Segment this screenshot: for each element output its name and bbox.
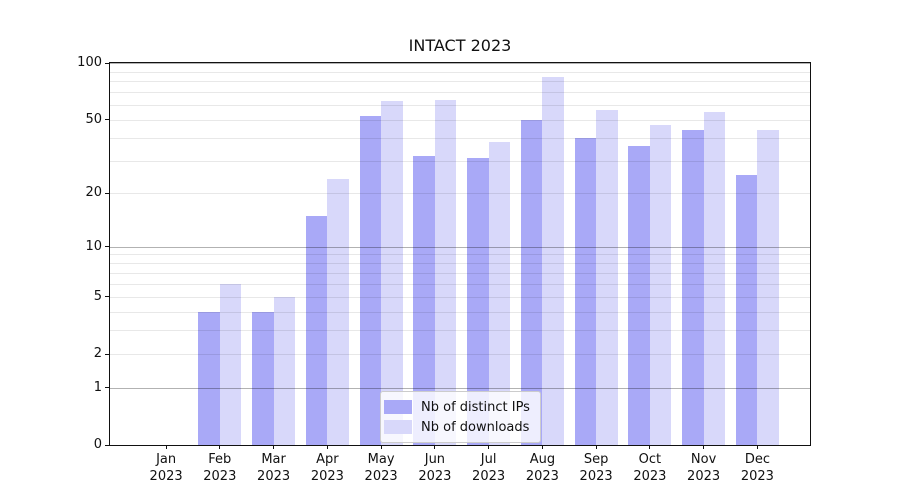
bar-apr-2023-downloads <box>327 178 349 445</box>
y-tick-label-20: 20 <box>85 185 102 200</box>
x-tick-dec <box>756 445 758 449</box>
x-tick-label-jun: Jun 2023 <box>418 452 452 484</box>
bar-mar-2023-distinct-ips <box>252 311 274 445</box>
plot-area <box>109 62 811 446</box>
x-tick-oct <box>649 445 651 449</box>
chart-title: INTACT 2023 <box>408 36 512 55</box>
x-tick-sep <box>595 445 597 449</box>
x-tick-jan <box>165 445 167 449</box>
y-tick-label-2: 2 <box>93 346 102 362</box>
y-tick-50 <box>105 119 109 121</box>
bar-may-2023-distinct-ips <box>359 116 382 445</box>
y-tick-2 <box>105 353 109 355</box>
bar-jul-2023-distinct-ips <box>467 158 489 445</box>
x-tick-label-jan: Jan 2023 <box>149 452 183 484</box>
minor-gridline-70 <box>110 92 810 94</box>
bar-aug-2023-distinct-ips <box>520 119 543 445</box>
bar-feb-2023-distinct-ips <box>198 311 220 445</box>
x-tick-jun <box>434 445 436 449</box>
x-tick-label-may: May 2023 <box>364 452 398 484</box>
y-tick-label-5: 5 <box>93 288 102 304</box>
legend-label-downloads: Nb of downloads <box>421 419 530 435</box>
bar-mar-2023-downloads <box>273 296 296 445</box>
legend-swatch-downloads <box>384 420 412 434</box>
x-tick-jul <box>488 445 490 449</box>
bar-oct-2023-downloads <box>649 124 672 445</box>
y-tick-5 <box>105 296 109 298</box>
bar-jul-2023-downloads <box>488 141 511 445</box>
y-tick-20 <box>105 192 109 194</box>
x-tick-may <box>380 445 382 449</box>
x-tick-apr <box>326 445 328 449</box>
bar-nov-2023-downloads <box>703 111 726 445</box>
x-tick-nov <box>703 445 705 449</box>
bar-jun-2023-downloads <box>434 99 457 445</box>
x-tick-label-mar: Mar 2023 <box>257 452 291 484</box>
x-tick-label-nov: Nov 2023 <box>687 452 721 484</box>
y-tick-1 <box>105 387 109 389</box>
y-tick-label-50: 50 <box>85 111 102 127</box>
bar-may-2023-downloads <box>381 100 403 445</box>
x-tick-label-aug: Aug 2023 <box>525 452 559 484</box>
y-tick-label-100: 100 <box>77 55 102 70</box>
minor-gridline-80 <box>110 81 810 83</box>
x-tick-label-dec: Dec 2023 <box>740 452 774 484</box>
x-tick-label-oct: Oct 2023 <box>633 452 667 484</box>
bar-dec-2023-downloads <box>757 129 779 445</box>
bar-apr-2023-distinct-ips <box>305 215 328 445</box>
bar-oct-2023-distinct-ips <box>628 146 650 445</box>
legend: Nb of distinct IPs Nb of downloads <box>380 391 541 443</box>
y-tick-10 <box>105 246 109 247</box>
x-tick-label-jul: Jul 2023 <box>472 452 506 484</box>
bar-sep-2023-downloads <box>596 110 618 445</box>
bar-sep-2023-distinct-ips <box>574 137 597 445</box>
legend-label-distinct-ips: Nb of distinct IPs <box>421 399 530 415</box>
minor-gridline-90 <box>110 71 810 73</box>
bar-aug-2023-downloads <box>542 77 564 445</box>
legend-swatch-distinct-ips <box>384 400 412 414</box>
y-tick-label-1: 1 <box>93 379 102 395</box>
bar-nov-2023-distinct-ips <box>682 129 704 445</box>
x-tick-label-apr: Apr 2023 <box>310 452 344 484</box>
y-tick-label-10: 10 <box>85 238 102 254</box>
y-tick-100 <box>105 62 109 64</box>
legend-item-downloads: Nb of downloads <box>384 417 530 437</box>
bar-jun-2023-distinct-ips <box>413 155 435 445</box>
bar-dec-2023-distinct-ips <box>735 175 758 445</box>
x-tick-mar <box>273 445 275 449</box>
x-tick-aug <box>541 445 543 449</box>
x-tick-feb <box>219 445 221 449</box>
x-tick-label-feb: Feb 2023 <box>203 452 237 484</box>
x-tick-label-sep: Sep 2023 <box>579 452 613 484</box>
y-tick-0 <box>105 444 109 446</box>
y-tick-label-0: 0 <box>93 437 102 452</box>
bar-feb-2023-downloads <box>219 283 242 445</box>
legend-item-distinct-ips: Nb of distinct IPs <box>384 397 530 417</box>
major-gridline-100 <box>110 63 810 64</box>
minor-gridline-60 <box>110 104 810 106</box>
